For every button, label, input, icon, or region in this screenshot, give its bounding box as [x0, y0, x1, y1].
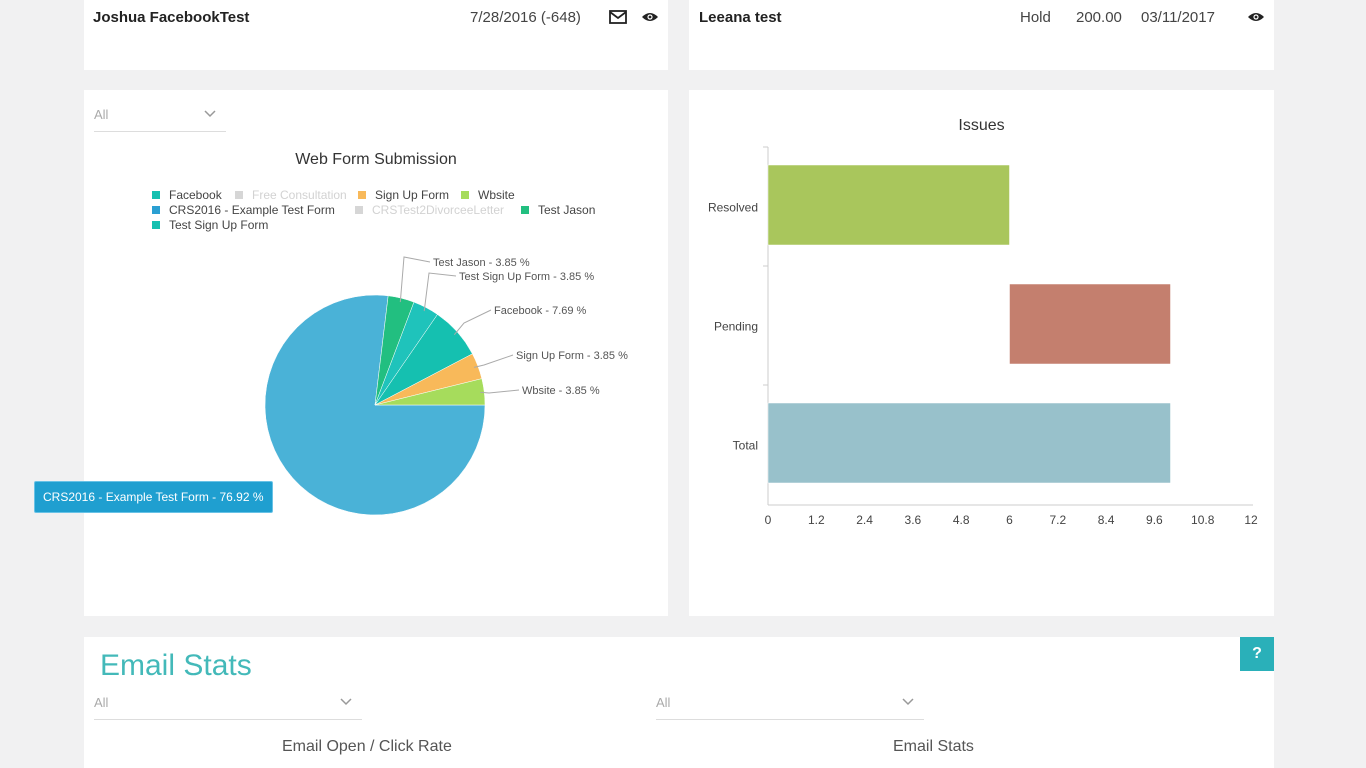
legend-swatch[interactable]	[152, 221, 160, 229]
email-stats-panel: Email Stats All All Email Open / Click R…	[84, 637, 1274, 768]
webform-panel: All Web Form Submission Facebook Free Con…	[84, 90, 668, 616]
record-card-left: Joshua FacebookTest 7/28/2016 (-648)	[84, 0, 668, 70]
bar[interactable]	[767, 402, 1171, 484]
legend-swatch[interactable]	[461, 191, 469, 199]
x-tick-label: 6	[1006, 513, 1013, 527]
issues-chart-title: Issues	[958, 117, 1005, 134]
pie-label-connector	[423, 272, 457, 312]
webform-chart-title: Web Form Submission	[295, 151, 457, 168]
pie-data-label: Test Jason - 3.85 %	[433, 257, 530, 269]
webform-pie-chart: Facebook Free Consultation Sign Up Form Wbs…	[152, 188, 628, 516]
filter-value: All	[656, 695, 671, 710]
record-amount: 200.00	[1076, 9, 1122, 26]
y-tick-label: Pending	[714, 320, 758, 334]
envelope-icon[interactable]	[609, 10, 627, 24]
eye-icon[interactable]	[641, 11, 659, 23]
legend-item[interactable]: Wbsite	[478, 188, 515, 202]
x-tick-label: 9.6	[1146, 513, 1163, 527]
record-date: 03/11/2017	[1141, 9, 1215, 26]
record-name[interactable]: Leeana test	[699, 9, 782, 26]
filter-value: All	[94, 695, 109, 710]
help-button[interactable]: ?	[1240, 637, 1274, 671]
pie-data-label: Test Sign Up Form - 3.85 %	[459, 271, 594, 283]
pie-label-connector	[453, 309, 492, 336]
record-name[interactable]: Joshua FacebookTest	[93, 9, 250, 26]
legend-swatch[interactable]	[355, 206, 363, 214]
eye-icon[interactable]	[1247, 11, 1265, 23]
y-tick-label: Resolved	[708, 201, 758, 215]
legend-item[interactable]: CRS2016 - Example Test Form	[169, 203, 335, 217]
legend-swatch[interactable]	[152, 206, 160, 214]
legend-item[interactable]: Test Sign Up Form	[169, 218, 268, 232]
pie-label-connector	[399, 256, 431, 303]
bar[interactable]	[767, 164, 1010, 246]
bar[interactable]	[1009, 283, 1171, 365]
email-stats-chart-title: Email Stats	[893, 738, 974, 755]
legend-item[interactable]: Facebook	[169, 188, 223, 202]
legend-swatch[interactable]	[152, 191, 160, 199]
filter-value: All	[94, 107, 109, 122]
record-date: 7/28/2016 (-648)	[470, 9, 581, 26]
x-tick-label: 3.6	[905, 513, 922, 527]
pie-data-label: Facebook - 7.69 %	[494, 305, 587, 317]
x-tick-label: 12	[1244, 513, 1258, 527]
chevron-down-icon	[902, 698, 914, 706]
x-tick-label: 7.2	[1049, 513, 1066, 527]
record-status: Hold	[1020, 9, 1051, 26]
legend-item[interactable]: Sign Up Form	[375, 188, 449, 202]
email-filter-left[interactable]: All	[94, 695, 362, 720]
legend-item[interactable]: Test Jason	[538, 203, 595, 217]
pie-tooltip: CRS2016 - Example Test Form - 76.92 %	[34, 481, 273, 513]
x-tick-label: 0	[765, 513, 772, 527]
x-tick-label: 4.8	[953, 513, 970, 527]
chevron-down-icon	[340, 698, 352, 706]
legend-swatch[interactable]	[521, 206, 529, 214]
email-filter-right[interactable]: All	[656, 695, 924, 720]
webform-filter-select[interactable]: All	[94, 107, 226, 132]
pie-label-connector	[473, 354, 514, 368]
legend-swatch[interactable]	[358, 191, 366, 199]
x-tick-label: 8.4	[1098, 513, 1115, 527]
legend-item[interactable]: Free Consultation	[252, 188, 347, 202]
pie-data-label: Wbsite - 3.85 %	[522, 385, 600, 397]
email-open-click-title: Email Open / Click Rate	[282, 738, 452, 755]
pie-data-label: Sign Up Form - 3.85 %	[516, 350, 628, 362]
issues-bar-chart: Resolved Pending Total 0 1.2 2.4 3.6 4.8 6 7.2 8.4…	[708, 146, 1258, 527]
legend-swatch[interactable]	[235, 191, 243, 199]
pie-slice[interactable]	[374, 378, 486, 406]
x-tick-label: 10.8	[1191, 513, 1215, 527]
x-tick-label: 1.2	[808, 513, 825, 527]
record-card-right: Leeana test Hold 200.00 03/11/2017	[689, 0, 1274, 70]
pie-label-connector	[480, 389, 520, 394]
chevron-down-icon	[204, 110, 216, 118]
x-tick-label: 2.4	[856, 513, 873, 527]
issues-panel: Issues Resolved Pending Total 0 1.2 2.4 3.6 4.8…	[689, 90, 1274, 616]
legend-item[interactable]: CRSTest2DivorceeLetter	[372, 203, 504, 217]
email-stats-title: Email Stats	[100, 649, 252, 682]
y-tick-label: Total	[733, 439, 758, 453]
